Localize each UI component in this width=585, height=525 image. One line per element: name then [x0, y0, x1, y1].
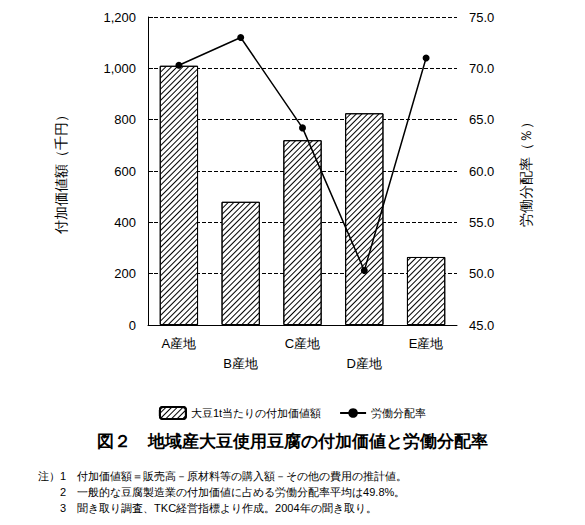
svg-text:B産地: B産地 — [223, 356, 258, 371]
svg-text:400: 400 — [114, 215, 136, 230]
svg-text:50.0: 50.0 — [469, 266, 494, 281]
svg-text:800: 800 — [114, 112, 136, 127]
svg-text:45.0: 45.0 — [469, 318, 494, 333]
svg-text:0: 0 — [129, 318, 136, 333]
svg-text:60.0: 60.0 — [469, 164, 494, 179]
svg-text:75.0: 75.0 — [469, 10, 494, 25]
svg-text:労働分配率: 労働分配率 — [371, 407, 426, 419]
svg-text:A産地: A産地 — [162, 336, 197, 351]
svg-text:E産地: E産地 — [409, 336, 444, 351]
svg-text:2 一般的な豆腐製造業の付加価値に占める労働分配率平均は49: 2 一般的な豆腐製造業の付加価値に占める労働分配率平均は49.8%。 — [60, 486, 405, 498]
svg-text:65.0: 65.0 — [469, 112, 494, 127]
svg-text:600: 600 — [114, 164, 136, 179]
svg-text:55.0: 55.0 — [469, 215, 494, 230]
svg-text:1,000: 1,000 — [103, 61, 136, 76]
svg-text:3 聞き取り調査、TKC経営指標より作成。2004年の聞き取: 3 聞き取り調査、TKC経営指標より作成。2004年の聞き取り。 — [60, 502, 377, 514]
svg-text:図２ 地域産大豆使用豆腐の付加価値と労働分配率: 図２ 地域産大豆使用豆腐の付加価値と労働分配率 — [97, 432, 488, 451]
svg-text:70.0: 70.0 — [469, 61, 494, 76]
svg-text:1,200: 1,200 — [103, 10, 136, 25]
svg-text:労働分配率（％）: 労働分配率（％） — [518, 115, 534, 227]
svg-text:D産地: D産地 — [347, 356, 382, 371]
svg-text:付加価値額（千円）: 付加価値額（千円） — [53, 108, 69, 235]
svg-text:C産地: C産地 — [285, 336, 320, 351]
svg-text:200: 200 — [114, 266, 136, 281]
svg-text:大豆1t当たりの付加価値額: 大豆1t当たりの付加価値額 — [191, 407, 321, 419]
svg-text:注）1 付加価値額＝販売高－原材料等の購入額－その他の費用の: 注）1 付加価値額＝販売高－原材料等の購入額－その他の費用の推計値。 — [38, 470, 407, 482]
